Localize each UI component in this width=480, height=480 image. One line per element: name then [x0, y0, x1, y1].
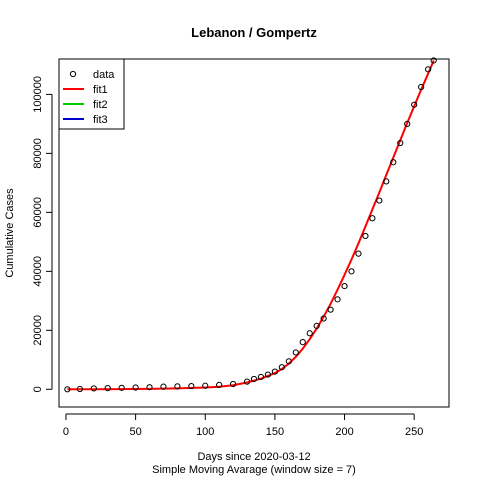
- data-point: [313, 322, 320, 329]
- y-tick-label: 0: [32, 386, 44, 392]
- data-point: [397, 139, 404, 147]
- legend-marker: [69, 70, 77, 78]
- data-point: [104, 385, 111, 392]
- x-tick-label: 0: [63, 426, 69, 438]
- chart-title: Lebanon / Gompertz: [191, 25, 317, 40]
- series-line-fit1: [67, 60, 435, 391]
- data-point: [230, 380, 237, 388]
- data-point: [285, 358, 292, 365]
- x-axis-sublabel: Simple Moving Avarage (window size = 7): [152, 464, 356, 476]
- legend-label: fit2: [93, 99, 108, 111]
- data-point: [411, 101, 418, 108]
- x-tick-label: 150: [266, 426, 284, 438]
- legend: data fit1 fit2 fit3: [58, 58, 125, 130]
- legend-label: data: [93, 69, 115, 81]
- y-tick-label: 40000: [32, 256, 44, 287]
- data-point: [341, 282, 348, 290]
- data-point: [362, 232, 369, 240]
- y-axis-label: Cumulative Cases: [4, 188, 16, 278]
- data-point: [390, 159, 397, 166]
- data-point: [404, 120, 411, 127]
- data-point: [355, 250, 362, 257]
- x-axis: 0 50 100 150 200 250: [63, 413, 423, 438]
- data-point: [132, 384, 139, 391]
- y-tick-label: 60000: [32, 197, 44, 228]
- data-point: [348, 268, 355, 275]
- legend-box: [58, 58, 125, 130]
- data-point: [243, 378, 251, 385]
- data-points: [64, 57, 437, 393]
- data-point: [376, 197, 383, 204]
- data-point: [257, 373, 265, 381]
- data-point: [118, 384, 125, 391]
- data-point: [271, 368, 278, 375]
- data-point: [278, 364, 285, 371]
- data-point: [64, 386, 71, 393]
- plot-area: [58, 58, 450, 408]
- data-point: [216, 381, 223, 388]
- x-tick-label: 100: [196, 426, 214, 438]
- data-point: [146, 384, 153, 391]
- legend-label: fit1: [93, 84, 108, 96]
- data-point: [306, 330, 313, 337]
- data-point: [174, 383, 181, 390]
- data-point: [202, 382, 209, 389]
- data-point: [76, 385, 83, 393]
- y-tick-label: 80000: [32, 138, 44, 169]
- data-point: [188, 382, 195, 390]
- fit-lines: [67, 60, 435, 391]
- data-point: [430, 57, 437, 64]
- y-axis: 0 20000 40000 60000 80000 100000: [32, 76, 53, 392]
- data-point: [418, 83, 425, 91]
- data-point: [334, 296, 341, 303]
- y-tick-label: 100000: [32, 76, 44, 113]
- data-point: [327, 306, 334, 313]
- x-tick-label: 200: [335, 426, 353, 438]
- data-point: [264, 371, 272, 378]
- data-point: [250, 375, 258, 383]
- data-point: [369, 215, 376, 222]
- y-tick-label: 20000: [32, 315, 44, 346]
- data-point: [320, 315, 327, 322]
- data-point: [425, 66, 432, 73]
- data-point: [292, 349, 299, 356]
- data-point: [383, 178, 390, 185]
- data-point: [299, 339, 306, 346]
- x-tick-label: 250: [405, 426, 423, 438]
- x-tick-label: 50: [129, 426, 141, 438]
- x-axis-label: Days since 2020-03-12: [197, 451, 310, 463]
- data-point: [160, 383, 167, 390]
- data-point: [90, 385, 97, 392]
- legend-label: fit3: [93, 114, 108, 126]
- plot-frame: [58, 58, 450, 408]
